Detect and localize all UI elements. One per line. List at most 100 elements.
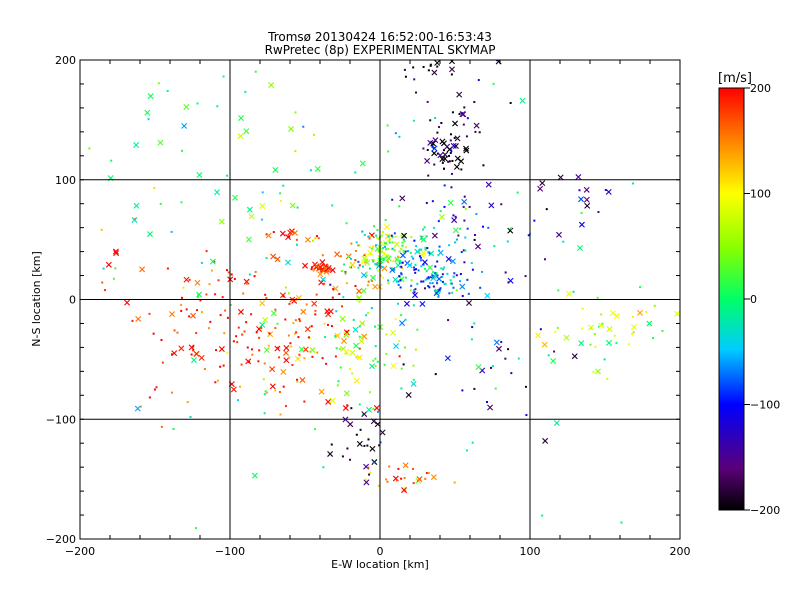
scatter-dot-point: [326, 323, 329, 326]
scatter-cross-point: [451, 217, 458, 224]
scatter-dot-point: [265, 391, 268, 394]
scatter-dot-point: [428, 282, 431, 285]
scatter-dot-point: [246, 346, 249, 349]
scatter-cross-point: [674, 310, 680, 317]
scatter-dot-point: [363, 261, 366, 264]
scatter-dot-point: [334, 355, 337, 358]
scatter-dot-point: [661, 329, 664, 332]
scatter-dot-point: [114, 267, 117, 270]
scatter-dot-point: [645, 310, 648, 313]
scatter-dot-point: [170, 230, 173, 233]
scatter-dot-point: [424, 248, 427, 251]
scatter-cross-point: [448, 60, 455, 65]
scatter-dot-point: [367, 438, 370, 441]
scatter-dot-point: [335, 310, 338, 313]
scatter-dot-point: [442, 149, 445, 152]
scatter-dot-point: [387, 150, 390, 153]
scatter-dot-point: [261, 191, 264, 194]
scatter-dot-point: [442, 167, 445, 170]
scatter-dot-point: [399, 286, 402, 289]
scatter-dot-point: [450, 186, 453, 189]
scatter-dot-point: [421, 228, 424, 231]
scatter-cross-point: [359, 160, 366, 167]
scatter-dot-point: [459, 273, 462, 276]
scatter-dot-point: [321, 254, 324, 257]
scatter-dot-point: [188, 278, 191, 281]
scatter-dot-point: [380, 241, 383, 244]
scatter-dot-point: [282, 184, 285, 187]
scatter-cross-point: [135, 315, 142, 322]
scatter-dot-point: [250, 313, 253, 316]
scatter-cross-point: [356, 354, 363, 361]
scatter-dot-point: [203, 368, 206, 371]
scatter-cross-point: [555, 231, 562, 238]
scatter-cross-point: [369, 274, 376, 281]
scatter-cross-point: [356, 288, 363, 295]
scatter-dot-point: [415, 268, 418, 271]
scatter-cross-point: [449, 66, 455, 73]
scatter-dot-point: [243, 330, 246, 333]
scatter-dot-point: [195, 332, 198, 335]
scatter-dot-point: [102, 267, 105, 270]
scatter-cross-point: [495, 345, 502, 352]
scatter-dot-point: [226, 174, 229, 177]
scatter-dot-point: [420, 265, 423, 268]
scatter-dot-point: [209, 320, 212, 323]
scatter-dot-point: [439, 287, 442, 290]
scatter-cross-point: [214, 189, 221, 196]
scatter-dot-point: [453, 272, 456, 275]
scatter-dot-point: [393, 268, 396, 271]
scatter-dot-point: [387, 260, 390, 263]
scatter-cross-point: [606, 326, 613, 333]
scatter-dot-point: [447, 319, 450, 322]
scatter-dot-point: [388, 241, 391, 244]
scatter-cross-point: [475, 364, 482, 371]
scatter-dot-point: [230, 273, 233, 276]
scatter-dot-point: [525, 414, 528, 417]
scatter-dot-point: [402, 249, 405, 252]
scatter-cross-point: [361, 411, 368, 418]
scatter-dot-point: [339, 255, 342, 258]
scatter-dot-point: [279, 192, 282, 195]
scatter-dot-point: [459, 227, 462, 230]
scatter-dot-point: [219, 365, 222, 368]
scatter-dot-point: [274, 308, 277, 311]
scatter-dot-point: [355, 241, 358, 244]
scatter-cross-point: [389, 267, 396, 274]
scatter-dot-point: [208, 327, 211, 330]
scatter-cross-point: [339, 315, 346, 322]
scatter-cross-point: [237, 133, 244, 140]
scatter-dot-point: [180, 149, 183, 152]
scatter-dot-point: [604, 189, 607, 192]
scatter-dot-point: [470, 338, 473, 341]
scatter-dot-point: [414, 263, 417, 266]
y-axis: −200 −100 0 100 200: [46, 54, 680, 546]
scatter-cross-point: [280, 368, 287, 375]
scatter-cross-point: [311, 300, 318, 307]
scatter-dot-point: [440, 267, 443, 270]
scatter-cross-point: [463, 145, 470, 152]
scatter-cross-point: [237, 308, 244, 315]
scatter-dot-point: [384, 245, 387, 248]
scatter-dot-point: [260, 327, 263, 330]
scatter-dot-point: [100, 228, 103, 231]
scatter-cross-point: [309, 347, 316, 354]
scatter-dot-point: [367, 280, 370, 283]
scatter-dot-point: [402, 363, 405, 366]
scatter-dot-point: [295, 238, 298, 241]
scatter-cross-point: [421, 259, 428, 266]
scatter-dot-point: [350, 407, 353, 410]
scatter-dot-point: [437, 220, 440, 223]
scatter-dot-point: [216, 379, 219, 382]
scatter-dot-point: [436, 282, 439, 285]
scatter-dot-point: [242, 292, 245, 295]
scatter-dot-point: [451, 159, 454, 162]
scatter-dot-point: [596, 296, 599, 299]
scatter-dot-point: [368, 267, 371, 270]
scatter-dot-point: [251, 353, 254, 356]
scatter-dot-point: [182, 286, 185, 289]
scatter-dot-point: [374, 365, 377, 368]
scatter-dot-point: [199, 299, 202, 302]
scatter-dot-point: [487, 226, 490, 229]
scatter-dot-point: [422, 65, 425, 68]
